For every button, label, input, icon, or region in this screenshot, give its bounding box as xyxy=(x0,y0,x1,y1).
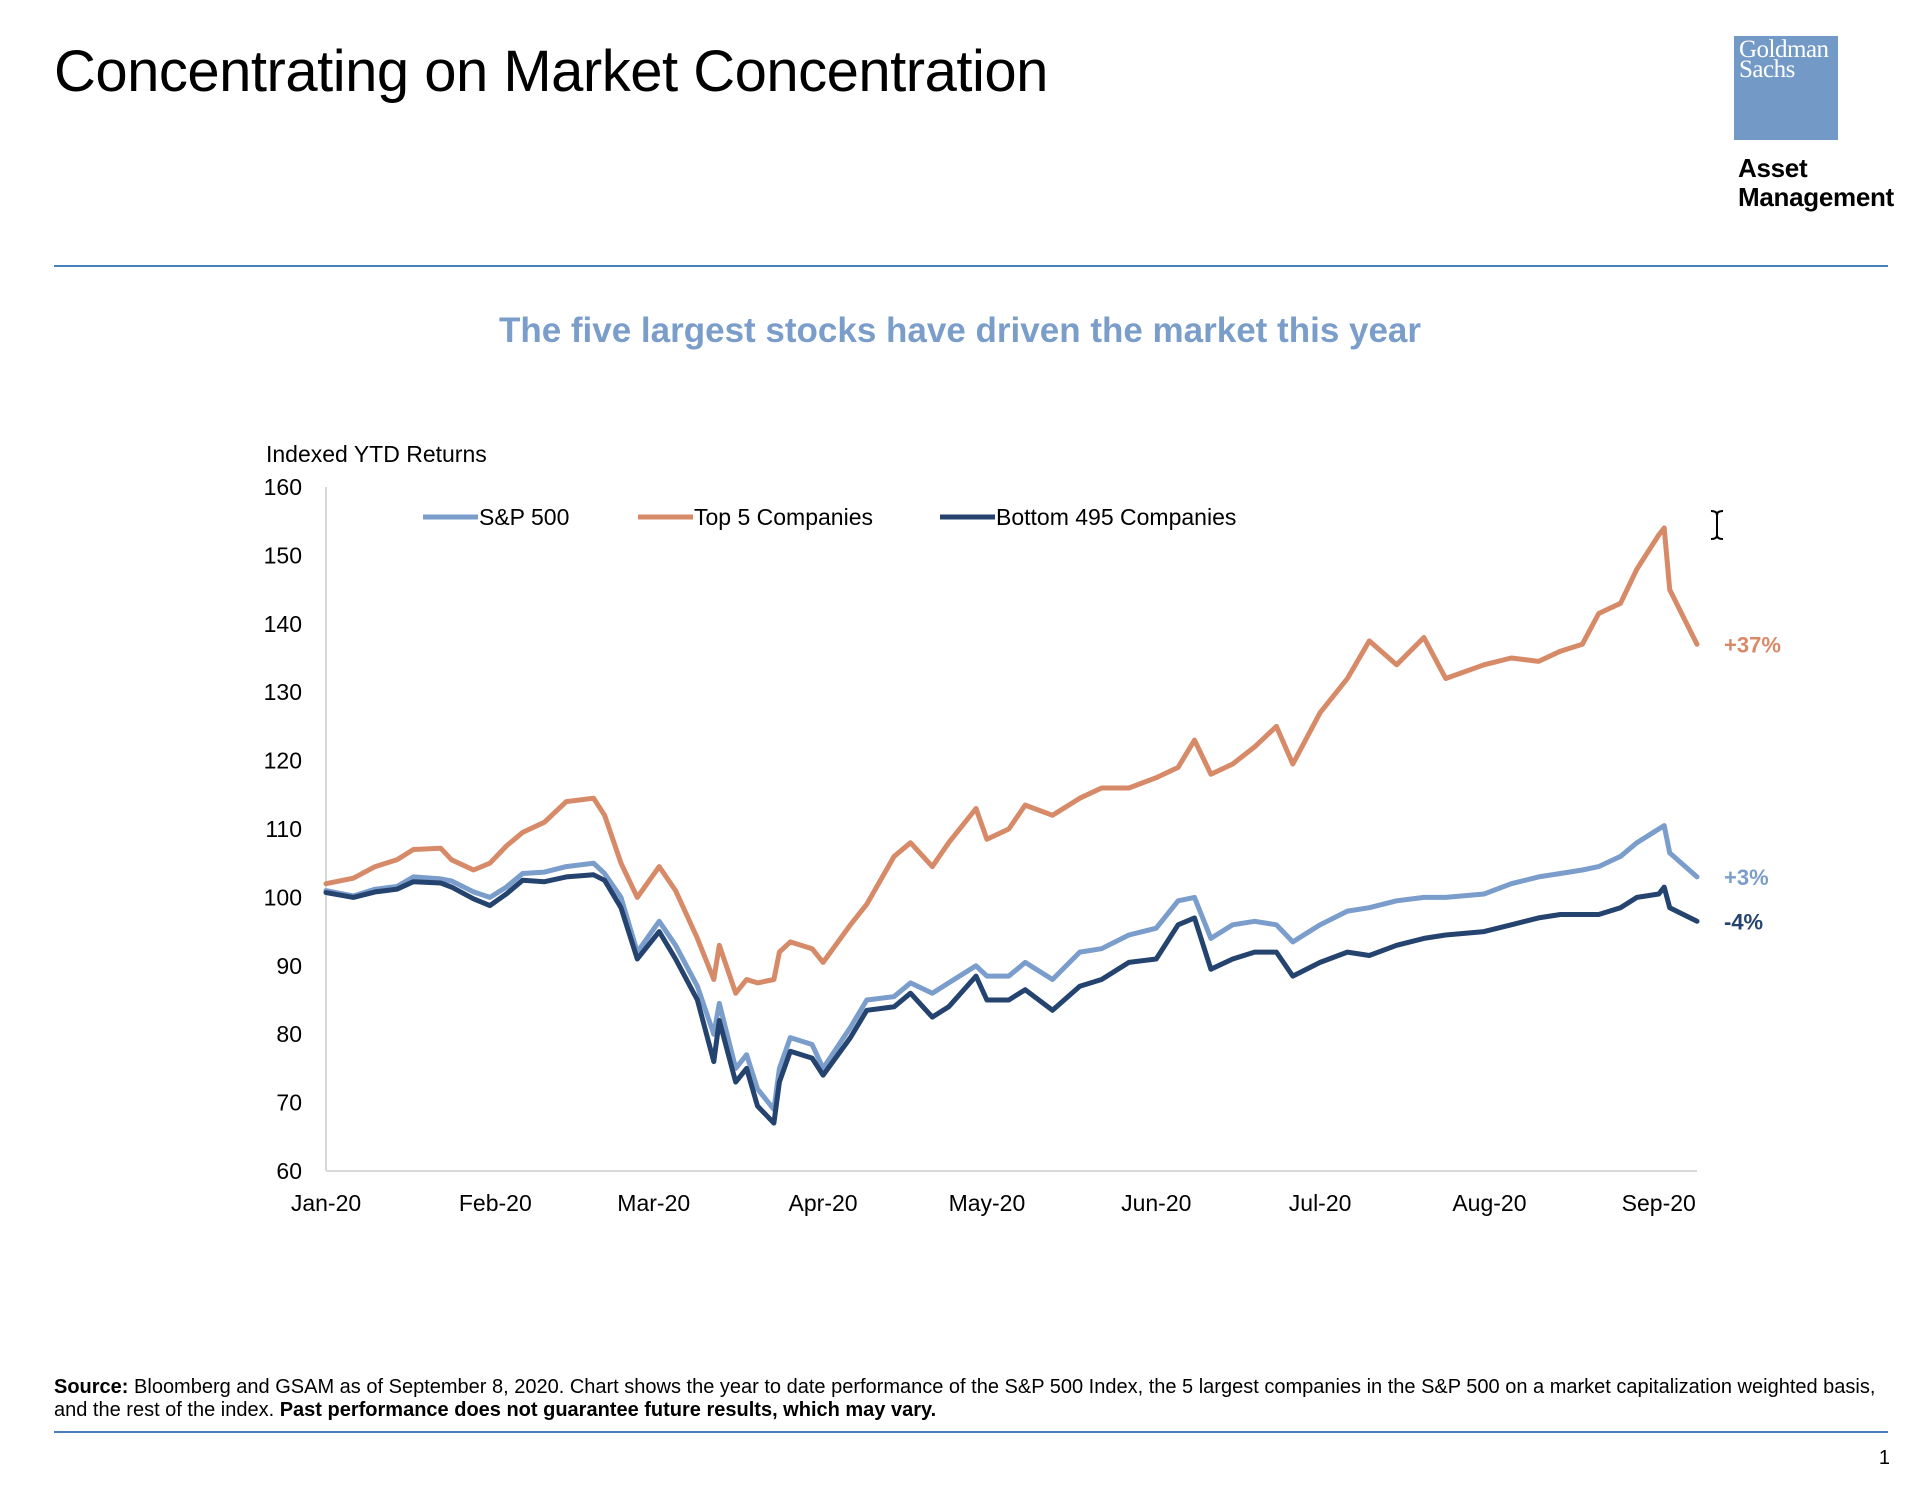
text-cursor-icon xyxy=(1708,509,1726,546)
source-body: Bloomberg and GSAM as of September 8, 20… xyxy=(54,1376,1876,1421)
y-tick-label: 160 xyxy=(264,474,302,500)
series-line xyxy=(323,525,1700,996)
x-tick-label: Jan-20 xyxy=(291,1190,361,1216)
x-tick-label: Mar-20 xyxy=(617,1190,690,1216)
x-tick-label: Aug-20 xyxy=(1452,1190,1526,1216)
y-tick-label: 110 xyxy=(265,816,302,842)
logo-subtitle: Asset Management xyxy=(1738,154,1894,212)
x-tick-label: Apr-20 xyxy=(789,1190,858,1216)
series-end-label: +3% xyxy=(1724,865,1769,890)
logo-subtitle-line-1: Asset xyxy=(1738,153,1808,183)
y-tick-label: 120 xyxy=(264,748,302,774)
header-divider xyxy=(54,265,1888,267)
end-labels: +3% +37% -4% xyxy=(1724,632,1781,934)
y-tick-label: 70 xyxy=(276,1090,302,1116)
y-tick-label: 60 xyxy=(276,1158,302,1184)
page-title: Concentrating on Market Concentration xyxy=(54,39,1048,104)
y-axis-title: Indexed YTD Returns xyxy=(266,441,487,467)
y-tick-label: 140 xyxy=(264,611,302,637)
source-label: Source: xyxy=(54,1376,129,1398)
logo-line-2: Sachs xyxy=(1739,56,1795,83)
legend-label: Top 5 Companies xyxy=(694,504,873,530)
goldman-sachs-logo: Goldman Sachs xyxy=(1734,36,1838,140)
y-tick-label: 90 xyxy=(276,953,302,979)
chart-axes xyxy=(325,487,1697,1172)
x-tick-label: Jul-20 xyxy=(1289,1190,1352,1216)
y-tick-label: 80 xyxy=(276,1021,302,1047)
series-lines xyxy=(323,525,1700,1126)
y-tick-label: 150 xyxy=(264,542,302,568)
y-tick-label: 130 xyxy=(264,679,302,705)
y-tick-label: 100 xyxy=(264,884,302,910)
tick-labels: 60 70 80 90 100 110 120 130 140 150 160 Jan-20 Feb-2… xyxy=(264,474,1696,1216)
footer-divider xyxy=(54,1431,1888,1433)
legend: S&P 500 Top 5 Companies Bottom 495 Compani… xyxy=(423,504,1236,530)
page-number: 1 xyxy=(1878,1447,1890,1469)
chart-title: The five largest stocks have driven the … xyxy=(498,311,1422,350)
logo-line-1: Goldman xyxy=(1739,36,1829,63)
legend-label: S&P 500 xyxy=(479,504,569,530)
logo-subtitle-line-2: Management xyxy=(1738,182,1894,212)
source-disclaimer: Past performance does not guarantee futu… xyxy=(279,1399,937,1421)
legend-label: Bottom 495 Companies xyxy=(996,504,1236,530)
series-end-label: -4% xyxy=(1724,909,1763,934)
series-end-label: +37% xyxy=(1724,632,1781,657)
line-chart: Indexed YTD Returns 60 70 80 90 100 110 120 130… xyxy=(264,441,1781,1216)
logo-wordmark: Goldman Sachs xyxy=(1739,36,1829,83)
series-line xyxy=(323,823,1700,1112)
series-line xyxy=(323,872,1700,1126)
source-note: Source: Bloomberg and GSAM as of Septemb… xyxy=(54,1376,1888,1422)
x-tick-label: Jun-20 xyxy=(1121,1190,1191,1216)
x-tick-label: Feb-20 xyxy=(459,1190,532,1216)
x-tick-label: Sep-20 xyxy=(1622,1190,1696,1216)
x-tick-label: May-20 xyxy=(949,1190,1026,1216)
